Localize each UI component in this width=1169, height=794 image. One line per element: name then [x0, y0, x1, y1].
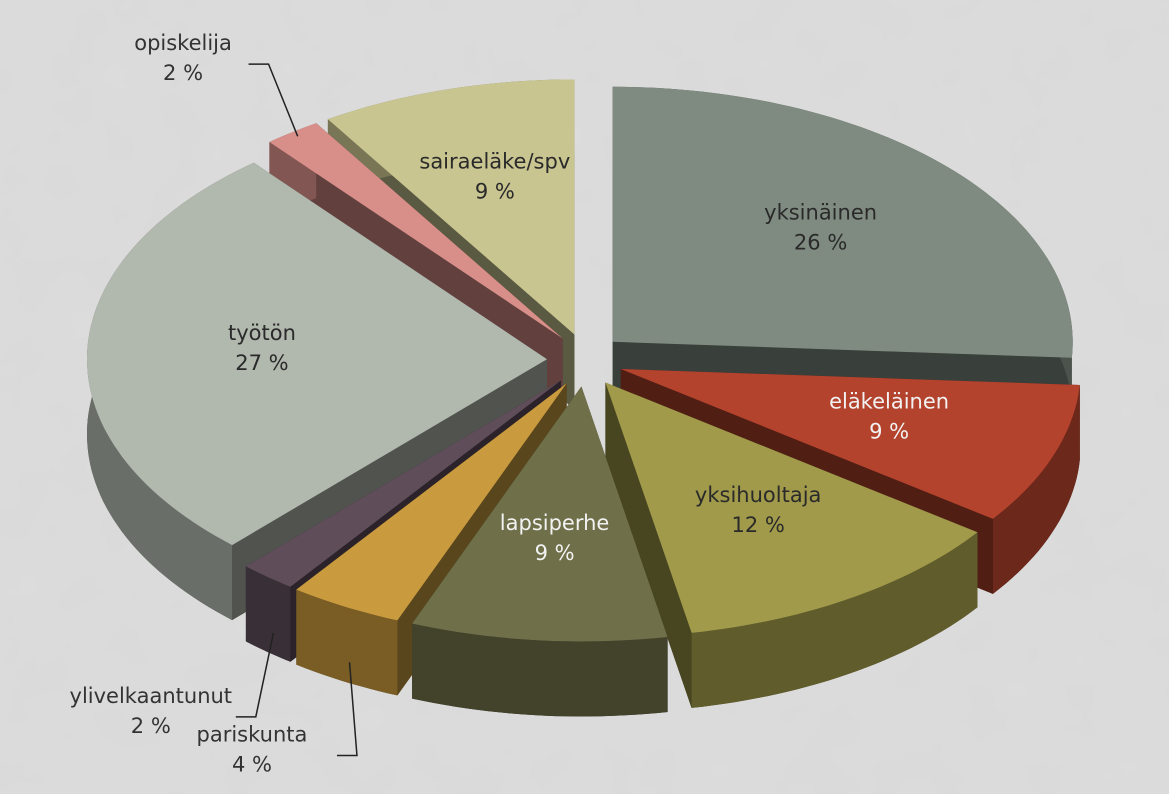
slice-label: ylivelkaantunut [70, 684, 233, 708]
leader-line [336, 662, 358, 757]
slice-top [296, 383, 567, 621]
slice-top [605, 382, 978, 633]
slice-value-label: 9 % [535, 541, 575, 565]
slice [412, 386, 668, 717]
slice-top [620, 369, 1080, 519]
slice-outer-wall [412, 623, 668, 717]
slice-value-label: 2 % [131, 714, 171, 738]
slice-value-label: 4 % [232, 753, 272, 777]
slice-value-label: 2 % [163, 61, 203, 85]
slice-top [327, 79, 575, 335]
slice-outer-wall [245, 566, 291, 662]
slice-label: pariskunta [197, 723, 308, 747]
slice-label: yksinäinen [764, 201, 877, 225]
slice-label: lapsiperhe [500, 511, 610, 535]
slice-top [412, 386, 668, 642]
slice-value-label: 9 % [869, 420, 909, 444]
slice-outer-wall [296, 589, 398, 696]
slice-value-label: 26 % [794, 231, 847, 255]
slice-top [612, 86, 1073, 358]
leader-line [248, 63, 299, 137]
slice-top [87, 162, 547, 546]
slice-label: yksihuoltaja [695, 483, 821, 507]
slice [605, 382, 978, 708]
slice-value-label: 27 % [235, 351, 288, 375]
slice-label: opiskelija [134, 31, 232, 55]
slice-label: työtön [228, 321, 296, 345]
slice-radial-wall [605, 382, 692, 708]
slice-outer-wall [691, 532, 978, 708]
slice-outer-wall [992, 385, 1080, 594]
leader-line [235, 632, 275, 718]
slice-label: eläkeläinen [829, 390, 949, 414]
slice-top [245, 380, 561, 587]
slice-value-label: 9 % [475, 180, 515, 204]
slice-top [269, 123, 563, 339]
slice-label: sairaeläke/spv [419, 150, 570, 174]
slice-value-label: 12 % [731, 513, 784, 537]
